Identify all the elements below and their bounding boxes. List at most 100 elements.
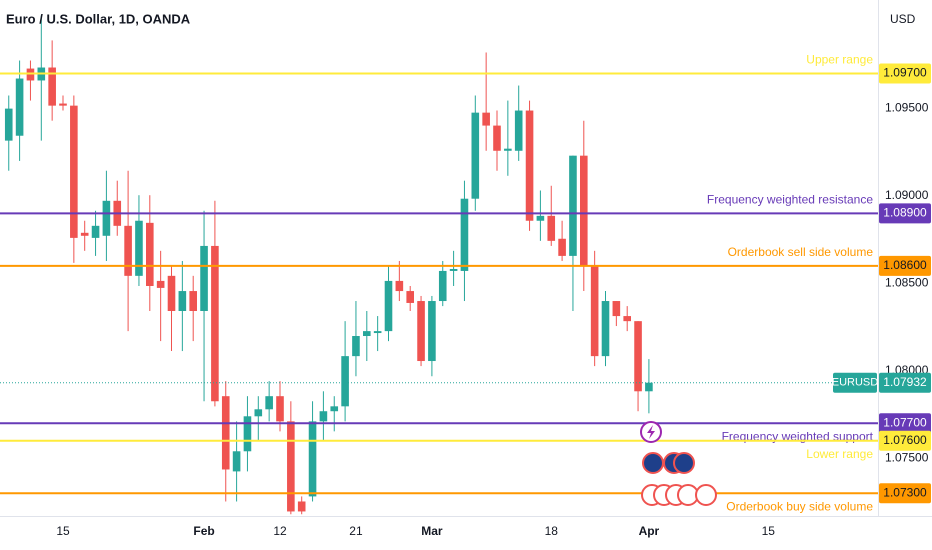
candle-body bbox=[243, 416, 252, 452]
candle-body bbox=[384, 280, 393, 332]
candle-body bbox=[547, 215, 556, 241]
level-name: Orderbook buy side volume bbox=[726, 499, 873, 513]
candle-body bbox=[15, 78, 24, 136]
level-name: Frequency weighted resistance bbox=[707, 193, 873, 207]
y-tick-label: 1.07500 bbox=[885, 450, 929, 464]
candle-body bbox=[417, 301, 425, 362]
candle-body bbox=[211, 245, 219, 402]
candle-body bbox=[70, 105, 78, 238]
candle-body bbox=[471, 112, 480, 199]
price-box bbox=[879, 483, 931, 504]
candle-body bbox=[504, 148, 512, 151]
candle-body bbox=[569, 155, 577, 256]
candle-body bbox=[580, 155, 588, 266]
candle-body bbox=[428, 301, 436, 362]
price-box bbox=[879, 413, 931, 434]
candle-body bbox=[287, 421, 295, 512]
candle-body bbox=[373, 331, 382, 334]
candle-body bbox=[308, 421, 317, 497]
candle-body bbox=[525, 110, 534, 221]
candle-body bbox=[232, 451, 241, 472]
eu-event-icon[interactable] bbox=[642, 452, 664, 474]
x-tick-label: Mar bbox=[421, 524, 443, 538]
level-name: Orderbook sell side volume bbox=[728, 245, 874, 259]
candle-body bbox=[363, 331, 371, 337]
candle-body bbox=[482, 112, 490, 126]
x-tick-label: Feb bbox=[193, 524, 214, 538]
candle-body bbox=[590, 265, 599, 357]
candle-body bbox=[536, 215, 545, 221]
price-box-label: 1.07600 bbox=[883, 433, 927, 447]
candle-body bbox=[612, 301, 621, 317]
candle-body bbox=[146, 222, 154, 286]
y-tick-label: 1.09000 bbox=[885, 188, 929, 202]
candle-body bbox=[48, 67, 56, 106]
candle-body bbox=[352, 336, 360, 357]
x-tick-label: 12 bbox=[273, 524, 287, 538]
candle-body bbox=[156, 280, 165, 288]
candle-body bbox=[460, 198, 469, 271]
x-tick-label: Apr bbox=[639, 524, 660, 538]
candle-body bbox=[254, 409, 263, 417]
candle-body bbox=[514, 110, 523, 151]
price-box bbox=[879, 430, 931, 451]
chart-title: Euro / U.S. Dollar, 1D, OANDA bbox=[6, 11, 191, 26]
price-box-label: 1.09700 bbox=[883, 66, 927, 80]
candle-body bbox=[135, 220, 143, 276]
lightning-icon bbox=[647, 425, 655, 439]
y-tick-label: 1.09500 bbox=[885, 101, 929, 115]
price-box-label: 1.07300 bbox=[883, 485, 927, 499]
candle-body bbox=[406, 291, 414, 303]
event-icons bbox=[640, 421, 717, 506]
last-price-label: 1.07932 bbox=[883, 375, 927, 389]
x-tick-label: 15 bbox=[762, 524, 776, 538]
candle-body bbox=[634, 321, 642, 392]
candle-body bbox=[26, 68, 35, 81]
currency-label[interactable]: USD bbox=[890, 12, 916, 26]
price-box-label: 1.08900 bbox=[883, 206, 927, 220]
candle-body bbox=[645, 382, 653, 392]
candle-body bbox=[623, 316, 631, 322]
price-box bbox=[879, 255, 931, 276]
candle-body bbox=[319, 411, 328, 422]
price-box-label: 1.07700 bbox=[883, 415, 927, 429]
candle-body bbox=[297, 501, 306, 512]
last-price-box bbox=[879, 372, 931, 393]
y-tick-label: 1.08500 bbox=[885, 276, 929, 290]
candle-body bbox=[395, 280, 404, 292]
candle-body bbox=[221, 396, 230, 470]
candle-body bbox=[124, 225, 132, 276]
candle-body bbox=[102, 200, 111, 236]
candle-body bbox=[449, 269, 458, 271]
candle-body bbox=[80, 232, 89, 236]
candle-body bbox=[167, 275, 176, 311]
us-event-icon[interactable] bbox=[695, 484, 717, 506]
candle-body bbox=[601, 301, 610, 357]
candle-body bbox=[189, 291, 197, 311]
candle-body bbox=[59, 103, 67, 106]
x-tick-label: 15 bbox=[56, 524, 70, 538]
candle-body bbox=[4, 108, 13, 141]
symbol-label: EURUSD bbox=[832, 377, 879, 389]
candle-body bbox=[91, 225, 100, 238]
price-box bbox=[879, 203, 931, 224]
candle-body bbox=[438, 270, 447, 302]
price-box-label: 1.08600 bbox=[883, 258, 927, 272]
candle-body bbox=[276, 396, 284, 422]
eu-event-icon[interactable] bbox=[673, 452, 695, 474]
candle-body bbox=[558, 238, 566, 256]
level-name: Lower range bbox=[806, 447, 873, 461]
candle-body bbox=[200, 245, 208, 311]
symbol-box bbox=[833, 372, 877, 393]
candle-body bbox=[493, 125, 501, 151]
x-tick-label: 18 bbox=[545, 524, 559, 538]
candle-body bbox=[178, 291, 187, 311]
price-box bbox=[879, 63, 931, 84]
level-name: Upper range bbox=[806, 53, 873, 67]
candle-body bbox=[330, 406, 339, 412]
x-tick-label: 21 bbox=[349, 524, 363, 538]
